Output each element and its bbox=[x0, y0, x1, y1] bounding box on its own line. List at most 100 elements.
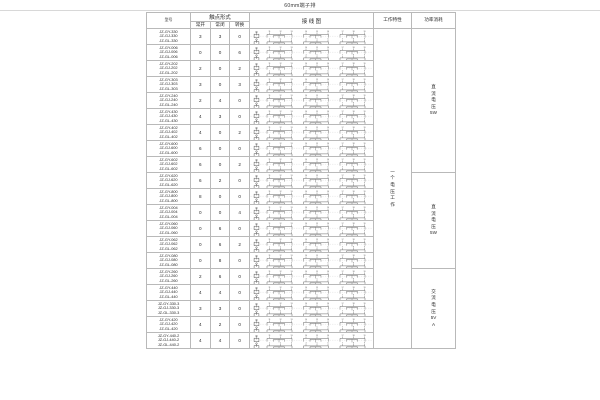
model-cell[interactable]: JZ-GY-420 JZ-GJ-420 JZ-GL-420 bbox=[146, 316, 191, 333]
svg-text:3: 3 bbox=[291, 86, 292, 88]
svg-text:3: 3 bbox=[291, 262, 292, 264]
svg-text:3: 3 bbox=[291, 326, 292, 328]
svg-text:11: 11 bbox=[269, 271, 271, 273]
svg-text:9: 9 bbox=[364, 182, 365, 184]
model-cell[interactable]: JZ-GY-330 JZ-GJ-330 JZ-GL-330 bbox=[146, 28, 191, 45]
model-number: JZ-GJ-303 bbox=[159, 81, 178, 87]
model-cell[interactable]: JZ-GY-620 JZ-GJ-620 JZ-GL-620 bbox=[146, 172, 191, 189]
model-cell[interactable]: JZ-GY-330-3 JZ-GJ-330-3 JZ-GL-330-3 bbox=[146, 300, 191, 317]
model-cell[interactable]: JZ-GY-006 JZ-GJ-006 JZ-GL-006 bbox=[146, 44, 191, 61]
model-number: JZ-GJ-004 bbox=[159, 209, 178, 215]
svg-text:5: 5 bbox=[316, 246, 317, 248]
specification-table: 型号 触点形式 接 线 图 工作特性 功率消耗 常开 常闭 转换 JZ-GY-3… bbox=[146, 12, 456, 349]
svg-text:17: 17 bbox=[341, 31, 343, 33]
svg-text:18: 18 bbox=[352, 303, 354, 305]
table-row: JZ-GY-600 JZ-GJ-600 JZ-GL-600 6 0 0 11 12 13 14 15… bbox=[146, 140, 456, 157]
svg-text:14: 14 bbox=[305, 287, 307, 289]
svg-text:18: 18 bbox=[352, 127, 354, 129]
svg-text:2: 2 bbox=[280, 294, 281, 296]
wiring-diagram-cell: 11 12 13 14 15 16 17 18 19 1 2 3 4 5 6 7 8 9 bbox=[249, 204, 374, 221]
model-number: JZ-GL-260 bbox=[159, 277, 178, 283]
model-cell[interactable]: JZ-GY-800 JZ-GJ-800 JZ-GL-800 bbox=[146, 188, 191, 205]
model-cell[interactable]: JZ-GY-202 JZ-GJ-202 JZ-GL-202 bbox=[146, 60, 191, 77]
model-cell[interactable]: JZ-GY-303 JZ-GJ-303 JZ-GL-303 bbox=[146, 76, 191, 93]
svg-text:19: 19 bbox=[363, 47, 365, 49]
model-number: JZ-GL-330 bbox=[159, 37, 178, 43]
svg-text:15: 15 bbox=[316, 79, 318, 81]
svg-text:15: 15 bbox=[316, 95, 318, 97]
svg-text:4: 4 bbox=[305, 310, 306, 312]
svg-text:12: 12 bbox=[279, 127, 281, 129]
svg-text:5: 5 bbox=[316, 134, 317, 136]
svg-text:11: 11 bbox=[269, 303, 271, 305]
model-cell[interactable]: JZ-GY-004 JZ-GJ-004 JZ-GL-004 bbox=[146, 204, 191, 221]
model-number: JZ-GY-330-3 bbox=[157, 300, 180, 306]
svg-text:1: 1 bbox=[269, 86, 270, 88]
changeover-count: 0 bbox=[229, 108, 250, 125]
model-cell[interactable]: JZ-GY-080 JZ-GJ-080 JZ-GL-080 bbox=[146, 252, 191, 269]
svg-text:13: 13 bbox=[290, 47, 292, 49]
svg-text:14: 14 bbox=[305, 127, 307, 129]
svg-text:1: 1 bbox=[269, 54, 270, 56]
changeover-count: 2 bbox=[229, 60, 250, 77]
model-cell[interactable]: JZ-GY-260 JZ-GJ-260 JZ-GL-260 bbox=[146, 268, 191, 285]
model-cell[interactable]: JZ-GY-402 JZ-GJ-402 JZ-GL-402 bbox=[146, 124, 191, 141]
model-cell[interactable]: JZ-GY-602 JZ-GJ-602 JZ-GL-602 bbox=[146, 156, 191, 173]
svg-text:3: 3 bbox=[291, 214, 292, 216]
svg-text:6: 6 bbox=[327, 102, 328, 104]
svg-text:14: 14 bbox=[305, 319, 307, 321]
svg-text:9: 9 bbox=[364, 166, 365, 168]
normally-open-count: 4 bbox=[190, 124, 211, 141]
svg-text:6: 6 bbox=[327, 54, 328, 56]
svg-text:19: 19 bbox=[363, 207, 365, 209]
svg-text:1: 1 bbox=[269, 342, 270, 344]
model-cell[interactable]: JZ-GY-430 JZ-GJ-430 JZ-GL-430 bbox=[146, 108, 191, 125]
svg-text:7: 7 bbox=[342, 198, 343, 200]
model-cell[interactable]: JZ-GY-440 JZ-GJ-440 JZ-GL-440 bbox=[146, 284, 191, 301]
header-power-consumption: 功率消耗 bbox=[411, 12, 456, 29]
wiring-diagram-cell: 11 12 13 14 15 16 17 18 19 1 2 3 4 5 6 7 8 9 bbox=[249, 44, 374, 61]
model-number: JZ-GY-060 bbox=[159, 220, 178, 226]
svg-text:9: 9 bbox=[364, 294, 365, 296]
model-number: JZ-GJ-060 bbox=[159, 225, 178, 231]
model-cell[interactable]: JZ-GY-062 JZ-GJ-062 JZ-GL-062 bbox=[146, 236, 191, 253]
svg-text:1: 1 bbox=[269, 102, 270, 104]
svg-text:5: 5 bbox=[316, 118, 317, 120]
svg-text:1: 1 bbox=[269, 230, 270, 232]
svg-text:6: 6 bbox=[327, 86, 328, 88]
svg-text:9: 9 bbox=[364, 310, 365, 312]
svg-text:1: 1 bbox=[269, 166, 270, 168]
svg-text:16: 16 bbox=[327, 143, 329, 145]
svg-text:11: 11 bbox=[269, 159, 271, 161]
working-characteristic-cell: 一个电压工作 bbox=[373, 28, 412, 349]
wiring-diagram-cell: 11 12 13 14 15 16 17 18 19 1 2 3 4 5 6 7 8 9 bbox=[249, 76, 374, 93]
svg-text:19: 19 bbox=[363, 63, 365, 65]
model-cell[interactable]: JZ-GY-440-2 JZ-GJ-440-2 JZ-GL-440-2 bbox=[146, 332, 191, 349]
svg-text:6: 6 bbox=[327, 70, 328, 72]
svg-text:19: 19 bbox=[363, 111, 365, 113]
model-cell[interactable]: JZ-GY-240 JZ-GJ-240 JZ-GL-240 bbox=[146, 92, 191, 109]
svg-text:5: 5 bbox=[316, 230, 317, 232]
model-cell[interactable]: JZ-GY-600 JZ-GJ-600 JZ-GL-600 bbox=[146, 140, 191, 157]
model-cell[interactable]: JZ-GY-060 JZ-GJ-060 JZ-GL-060 bbox=[146, 220, 191, 237]
model-number: JZ-GY-430 bbox=[159, 108, 178, 114]
svg-text:1: 1 bbox=[269, 198, 270, 200]
power-consumption-text: 交流电压5VA bbox=[430, 288, 437, 327]
svg-text:16: 16 bbox=[327, 287, 329, 289]
svg-text:13: 13 bbox=[290, 239, 292, 241]
svg-text:9: 9 bbox=[364, 326, 365, 328]
svg-text:8: 8 bbox=[353, 134, 354, 136]
model-number: JZ-GJ-600 bbox=[159, 145, 178, 151]
svg-text:14: 14 bbox=[305, 31, 307, 33]
svg-text:16: 16 bbox=[327, 191, 329, 193]
svg-text:7: 7 bbox=[342, 134, 343, 136]
svg-text:5: 5 bbox=[316, 166, 317, 168]
svg-text:14: 14 bbox=[305, 79, 307, 81]
top-divider bbox=[0, 9, 600, 11]
svg-text:14: 14 bbox=[305, 175, 307, 177]
svg-text:13: 13 bbox=[290, 31, 292, 33]
svg-text:8: 8 bbox=[353, 86, 354, 88]
svg-text:7: 7 bbox=[342, 294, 343, 296]
model-number: JZ-GJ-620 bbox=[159, 177, 178, 183]
header-row-sub: 常开 常闭 转换 bbox=[147, 21, 456, 29]
